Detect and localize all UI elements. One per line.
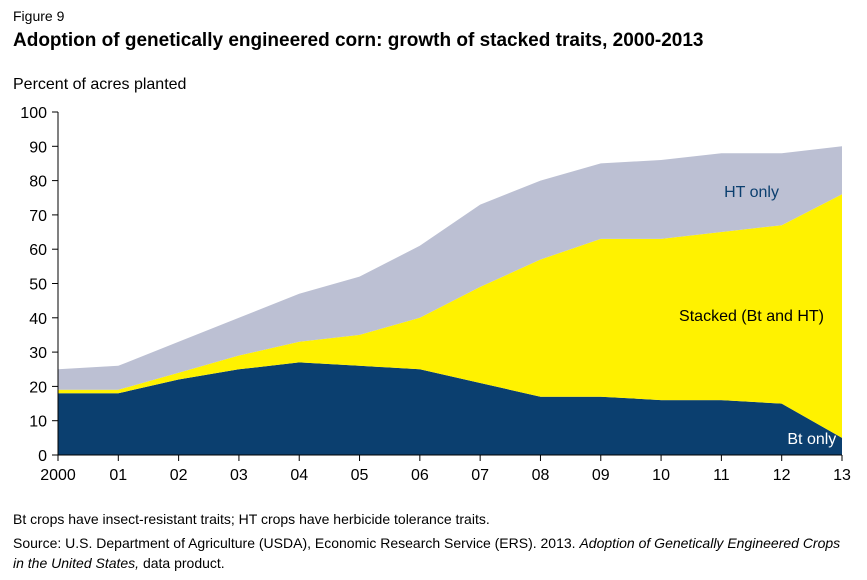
chart-source: Source: U.S. Department of Agriculture (… bbox=[13, 533, 843, 573]
x-tick-label: 08 bbox=[532, 467, 550, 484]
y-tick-label: 80 bbox=[29, 174, 47, 191]
x-tick-label: 09 bbox=[592, 467, 610, 484]
x-tick-label: 06 bbox=[411, 467, 429, 484]
source-title: Adoption of Genetically Engineered Crops… bbox=[13, 535, 841, 571]
y-tick-label: 40 bbox=[29, 311, 47, 328]
y-tick-label: 90 bbox=[29, 139, 47, 156]
y-tick-label: 100 bbox=[20, 105, 47, 122]
source-prefix: Source: U.S. Department of Agriculture (… bbox=[13, 535, 580, 551]
x-tick-label: 03 bbox=[230, 467, 248, 484]
x-tick-label: 04 bbox=[290, 467, 308, 484]
area-stacked-bt-and-ht bbox=[58, 194, 842, 438]
x-tick-label: 07 bbox=[471, 467, 489, 484]
x-tick-label: 02 bbox=[170, 467, 188, 484]
series-label-stacked-bt-and-ht: Stacked (Bt and HT) bbox=[679, 308, 824, 325]
y-tick-label: 20 bbox=[29, 379, 47, 396]
chart-note: Bt crops have insect-resistant traits; H… bbox=[13, 511, 490, 527]
y-axis-label: Percent of acres planted bbox=[13, 76, 187, 93]
series-label-bt-only: Bt only bbox=[787, 431, 836, 448]
x-tick-label: 13 bbox=[833, 467, 851, 484]
x-tick-label: 11 bbox=[713, 467, 730, 484]
y-tick-label: 30 bbox=[29, 345, 47, 362]
series-label-ht-only: HT only bbox=[724, 184, 779, 201]
x-tick-label: 10 bbox=[652, 467, 670, 484]
x-tick-label: 2000 bbox=[40, 467, 76, 484]
area-chart: 0 10 20 30 40 50 60 70 80 90 100 2000 01 02 03 04 05 06 07… bbox=[20, 105, 851, 484]
y-tick-label: 50 bbox=[29, 277, 47, 294]
y-tick-label: 70 bbox=[29, 208, 47, 225]
area-ht-only bbox=[58, 146, 842, 390]
y-tick-label: 10 bbox=[29, 414, 47, 431]
x-tick-label: 01 bbox=[109, 467, 127, 484]
y-tick-label: 60 bbox=[29, 242, 47, 259]
figure-label: Figure 9 bbox=[13, 8, 65, 24]
area-bt-only bbox=[58, 362, 842, 455]
x-tick-label: 05 bbox=[351, 467, 369, 484]
source-suffix: data product. bbox=[139, 555, 225, 571]
y-tick-label: 0 bbox=[38, 448, 47, 465]
x-tick-label: 12 bbox=[773, 467, 791, 484]
chart-title: Adoption of genetically engineered corn:… bbox=[13, 30, 704, 51]
